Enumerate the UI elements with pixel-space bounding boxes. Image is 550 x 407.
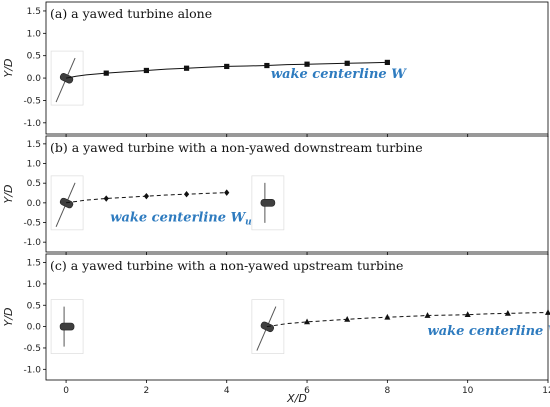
turbine-box <box>50 50 84 106</box>
panel-title: (c) a yawed turbine with a non-yawed ups… <box>50 258 403 273</box>
y-tick-label: -0.5 <box>23 344 41 354</box>
panel-title: (b) a yawed turbine with a non-yawed dow… <box>50 140 423 155</box>
turbine-box <box>251 299 285 354</box>
x-tick-label: 6 <box>304 386 310 396</box>
panels-layer: -1.0 -0.5 0.0 0.5 1.0 1.5 Y/D (a) a yawed turbi… <box>2 1 550 383</box>
data-point <box>304 61 310 67</box>
panel-frame <box>45 135 549 253</box>
y-axis-label: Y/D <box>2 308 15 327</box>
x-tick-label: 8 <box>384 386 390 396</box>
panel-frame <box>45 1 549 135</box>
y-tick-label: 0.0 <box>27 74 42 84</box>
x-axis-label: X/D <box>286 392 307 405</box>
x-tick-label: 2 <box>144 386 150 396</box>
data-point <box>183 65 190 71</box>
data-point <box>224 189 230 196</box>
wake-centerline-label: wake centerline Wu <box>110 210 252 227</box>
y-tick-label: 0.5 <box>27 301 41 311</box>
data-point <box>344 315 351 322</box>
panel-1: -1.0 -0.5 0.0 0.5 1.0 1.5 Y/D (a) a yawed turbi… <box>2 1 549 137</box>
data-point <box>464 311 471 318</box>
wake-label-symbol: W <box>231 210 247 225</box>
y-tick-label: 0.5 <box>27 52 41 62</box>
turbine-nacelle <box>260 199 276 207</box>
y-tick-label: -0.5 <box>23 96 41 106</box>
panel-3: -1.0 -0.5 0.0 0.5 1.0 1.5 Y/D (c) a yawed turbi… <box>2 253 550 383</box>
y-tick-label: -0.5 <box>23 219 41 229</box>
y-tick-label: 1.5 <box>27 7 41 17</box>
data-point <box>384 313 391 320</box>
wake-label-subscript: u <box>245 217 252 227</box>
wake-centerline-label: wake centerline W <box>271 67 407 82</box>
data-point <box>103 195 109 202</box>
turbine-1 <box>50 299 84 354</box>
turbine-box <box>50 299 84 354</box>
data-point <box>103 70 109 76</box>
y-axis-label: Y/D <box>2 185 15 204</box>
x-axis: 0 2 4 6 8 10 12 X/D <box>63 386 550 405</box>
panel-frame <box>45 253 549 381</box>
x-tick-label: 10 <box>462 386 474 396</box>
turbine-box <box>251 175 285 231</box>
turbine-nacelle <box>59 322 75 331</box>
y-axis-label: Y/D <box>2 59 15 78</box>
wake-label-symbol: W <box>548 324 550 339</box>
y-tick-label: 1.0 <box>27 160 42 170</box>
data-point <box>304 318 311 325</box>
y-tick-label: 1.0 <box>27 29 42 39</box>
panel-title: (a) a yawed turbine alone <box>50 6 212 21</box>
data-point <box>344 60 350 66</box>
wake-label-text: wake centerline <box>428 324 548 339</box>
x-tick-label: 0 <box>63 386 69 396</box>
wake-centerline-label: wake centerline Wd <box>428 324 550 341</box>
turbine-box <box>50 175 84 231</box>
y-tick-label: 1.5 <box>27 259 41 269</box>
data-point <box>424 312 431 318</box>
wake-label-text: wake centerline <box>110 210 230 225</box>
data-point <box>264 62 270 69</box>
y-tick-label: 0.0 <box>27 199 42 209</box>
y-tick-label: 0.0 <box>27 323 42 333</box>
y-tick-label: 0.5 <box>27 179 41 189</box>
data-point <box>504 309 511 316</box>
y-tick-label: -1.0 <box>23 238 41 248</box>
wake-label-symbol: W <box>391 67 407 82</box>
data-point <box>545 309 550 315</box>
y-tick-label: 1.0 <box>27 280 42 290</box>
wake-centerline-line <box>266 312 549 328</box>
x-tick-label: 12 <box>542 386 550 396</box>
data-point <box>384 59 390 66</box>
data-point <box>143 67 149 74</box>
data-point <box>183 190 190 198</box>
panel-2: -1.0 -0.5 0.0 0.5 1.0 1.5 Y/D (b) a yawed turbi… <box>2 135 549 255</box>
data-point <box>143 192 149 200</box>
turbine-2 <box>251 175 285 231</box>
data-point <box>224 63 230 70</box>
y-tick-label: 1.5 <box>27 140 41 150</box>
y-tick-label: -1.0 <box>23 119 41 129</box>
y-tick-label: -1.0 <box>23 365 41 375</box>
x-tick-label: 4 <box>224 386 230 396</box>
wake-centerline-line <box>66 61 388 79</box>
wake-label-text: wake centerline <box>271 67 391 82</box>
